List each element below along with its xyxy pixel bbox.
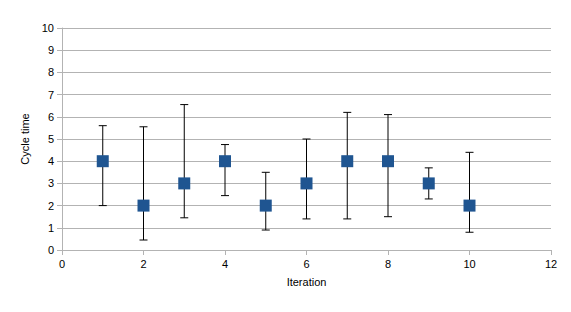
svg-text:4: 4 — [48, 155, 54, 167]
svg-text:Cycle time: Cycle time — [19, 113, 31, 164]
svg-text:8: 8 — [385, 258, 391, 270]
svg-text:6: 6 — [48, 111, 54, 123]
svg-text:12: 12 — [545, 258, 557, 270]
svg-text:0: 0 — [59, 258, 65, 270]
svg-text:4: 4 — [222, 258, 228, 270]
svg-text:7: 7 — [48, 89, 54, 101]
svg-text:8: 8 — [48, 66, 54, 78]
svg-text:6: 6 — [303, 258, 309, 270]
svg-text:Iteration: Iteration — [287, 276, 327, 288]
svg-text:0: 0 — [48, 244, 54, 256]
svg-text:3: 3 — [48, 177, 54, 189]
svg-text:9: 9 — [48, 44, 54, 56]
svg-text:1: 1 — [48, 222, 54, 234]
svg-text:2: 2 — [140, 258, 146, 270]
svg-text:2: 2 — [48, 200, 54, 212]
svg-text:10: 10 — [42, 22, 54, 34]
svg-text:10: 10 — [463, 258, 475, 270]
svg-text:5: 5 — [48, 133, 54, 145]
